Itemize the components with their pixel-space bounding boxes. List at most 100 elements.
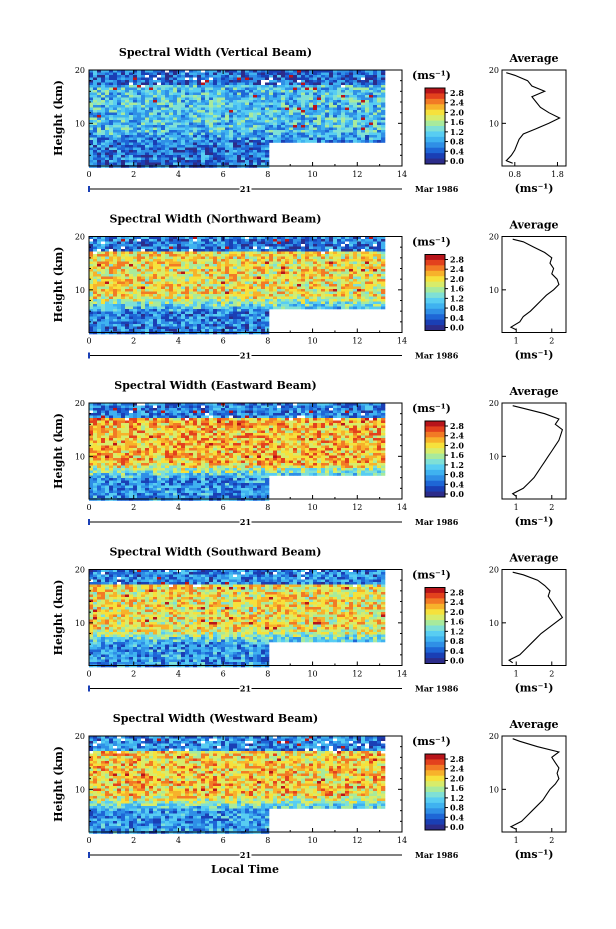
heatmap-cell	[265, 264, 270, 267]
heatmap-cell	[381, 132, 386, 136]
colorbar-segment	[425, 93, 445, 100]
heatmap-cell	[97, 264, 102, 267]
heatmap-cell	[329, 112, 334, 116]
heatmap-cell	[229, 284, 234, 287]
heatmap-cell	[261, 97, 266, 101]
heatmap-cell	[209, 115, 214, 118]
heatmap-cell	[233, 87, 238, 91]
heatmap-cell	[129, 294, 134, 297]
heatmap-cell	[225, 254, 230, 257]
heatmap-cell	[337, 107, 342, 111]
heatmap-cell	[141, 125, 146, 128]
heatmap-cell	[261, 254, 266, 257]
heatmap-cell	[261, 306, 266, 310]
heatmap-cell	[257, 254, 262, 257]
heatmap-cell	[365, 135, 370, 138]
heatmap-cell	[289, 115, 294, 118]
heatmap-cell	[117, 241, 122, 245]
heatmap-cell	[185, 107, 190, 111]
heatmap-cell	[105, 249, 110, 252]
average-y-tick-label: 20	[489, 66, 499, 75]
heatmap-cell	[217, 105, 222, 108]
heatmap-cell	[125, 301, 130, 305]
heatmap-cell	[101, 155, 106, 158]
heatmap-cell	[201, 112, 206, 116]
heatmap-cell	[241, 254, 246, 257]
heatmap-cell	[273, 249, 278, 252]
heatmap-cell	[281, 107, 286, 111]
heatmap-cell	[305, 251, 310, 255]
heatmap-cell	[137, 281, 142, 285]
heatmap-cell	[157, 236, 162, 240]
heatmap-cell	[229, 147, 234, 151]
heatmap-cell	[137, 150, 142, 153]
heatmap-cell	[177, 274, 182, 277]
heatmap-cell	[189, 304, 194, 307]
heatmap-cell	[125, 276, 130, 280]
heatmap-cell	[353, 72, 358, 76]
heatmap-cell	[297, 271, 302, 275]
heatmap-cell	[201, 77, 206, 81]
heatmap-cell	[157, 120, 162, 123]
heatmap-cell	[293, 117, 298, 121]
heatmap-cell	[341, 110, 346, 113]
heatmap-cells	[89, 236, 386, 335]
heatmap-cell	[97, 301, 102, 305]
heatmap-cell	[133, 152, 138, 156]
heatmap-cell	[249, 155, 254, 158]
heatmap-cell	[153, 269, 158, 272]
heatmap-cell	[353, 244, 358, 247]
heatmap-cell	[165, 236, 170, 240]
heatmap-cell	[97, 80, 102, 83]
heatmap-cell	[133, 92, 138, 96]
heatmap-cell	[317, 284, 322, 287]
heatmap-cell	[257, 95, 262, 98]
heatmap-cell	[125, 279, 130, 282]
heatmap-cell	[157, 147, 162, 151]
heatmap-cell	[189, 261, 194, 265]
heatmap-cell	[209, 314, 214, 317]
heatmap-cell	[161, 92, 166, 96]
heatmap-cell	[193, 110, 198, 113]
heatmap-cell	[101, 97, 106, 101]
average-title: Average	[508, 52, 558, 65]
colorbar-segment	[425, 98, 445, 105]
heatmap-cell	[141, 130, 146, 133]
heatmap-cell	[189, 264, 194, 267]
heatmap-cell	[285, 279, 290, 282]
heatmap-cell	[105, 97, 110, 101]
heatmap-cell	[129, 137, 134, 141]
heatmap-cell	[189, 276, 194, 280]
heatmap-cell	[269, 244, 274, 247]
heatmap-cell	[221, 97, 226, 101]
heatmap-cell	[297, 281, 302, 285]
heatmap-cell	[289, 117, 294, 121]
heatmap-cell	[109, 251, 114, 255]
heatmap-cell	[313, 276, 318, 280]
heatmap-cell	[321, 291, 326, 295]
heatmap-cell	[257, 301, 262, 305]
heatmap-cell	[141, 160, 146, 163]
heatmap-cell	[121, 75, 126, 78]
heatmap-cell	[249, 266, 254, 270]
heatmap-cell	[365, 306, 370, 310]
heatmap-cell	[205, 236, 210, 240]
heatmap-cell	[369, 299, 374, 302]
heatmap-cell	[169, 306, 174, 310]
heatmap-cell	[129, 125, 134, 128]
heatmap-cell	[217, 279, 222, 282]
heatmap-cell	[337, 246, 342, 250]
heatmap-cell	[121, 85, 126, 88]
heatmap-cell	[193, 142, 198, 146]
heatmap-cell	[265, 160, 270, 163]
heatmap-cell	[105, 132, 110, 136]
heatmap-cell	[289, 259, 294, 262]
heatmap-cell	[221, 291, 226, 295]
heatmap-cell	[273, 269, 278, 272]
heatmap-cell	[217, 125, 222, 128]
heatmap-cell	[121, 251, 126, 255]
heatmap-cell	[357, 122, 362, 126]
heatmap-cell	[289, 105, 294, 108]
heatmap-cell	[257, 311, 262, 315]
heatmap-cell	[197, 155, 202, 158]
